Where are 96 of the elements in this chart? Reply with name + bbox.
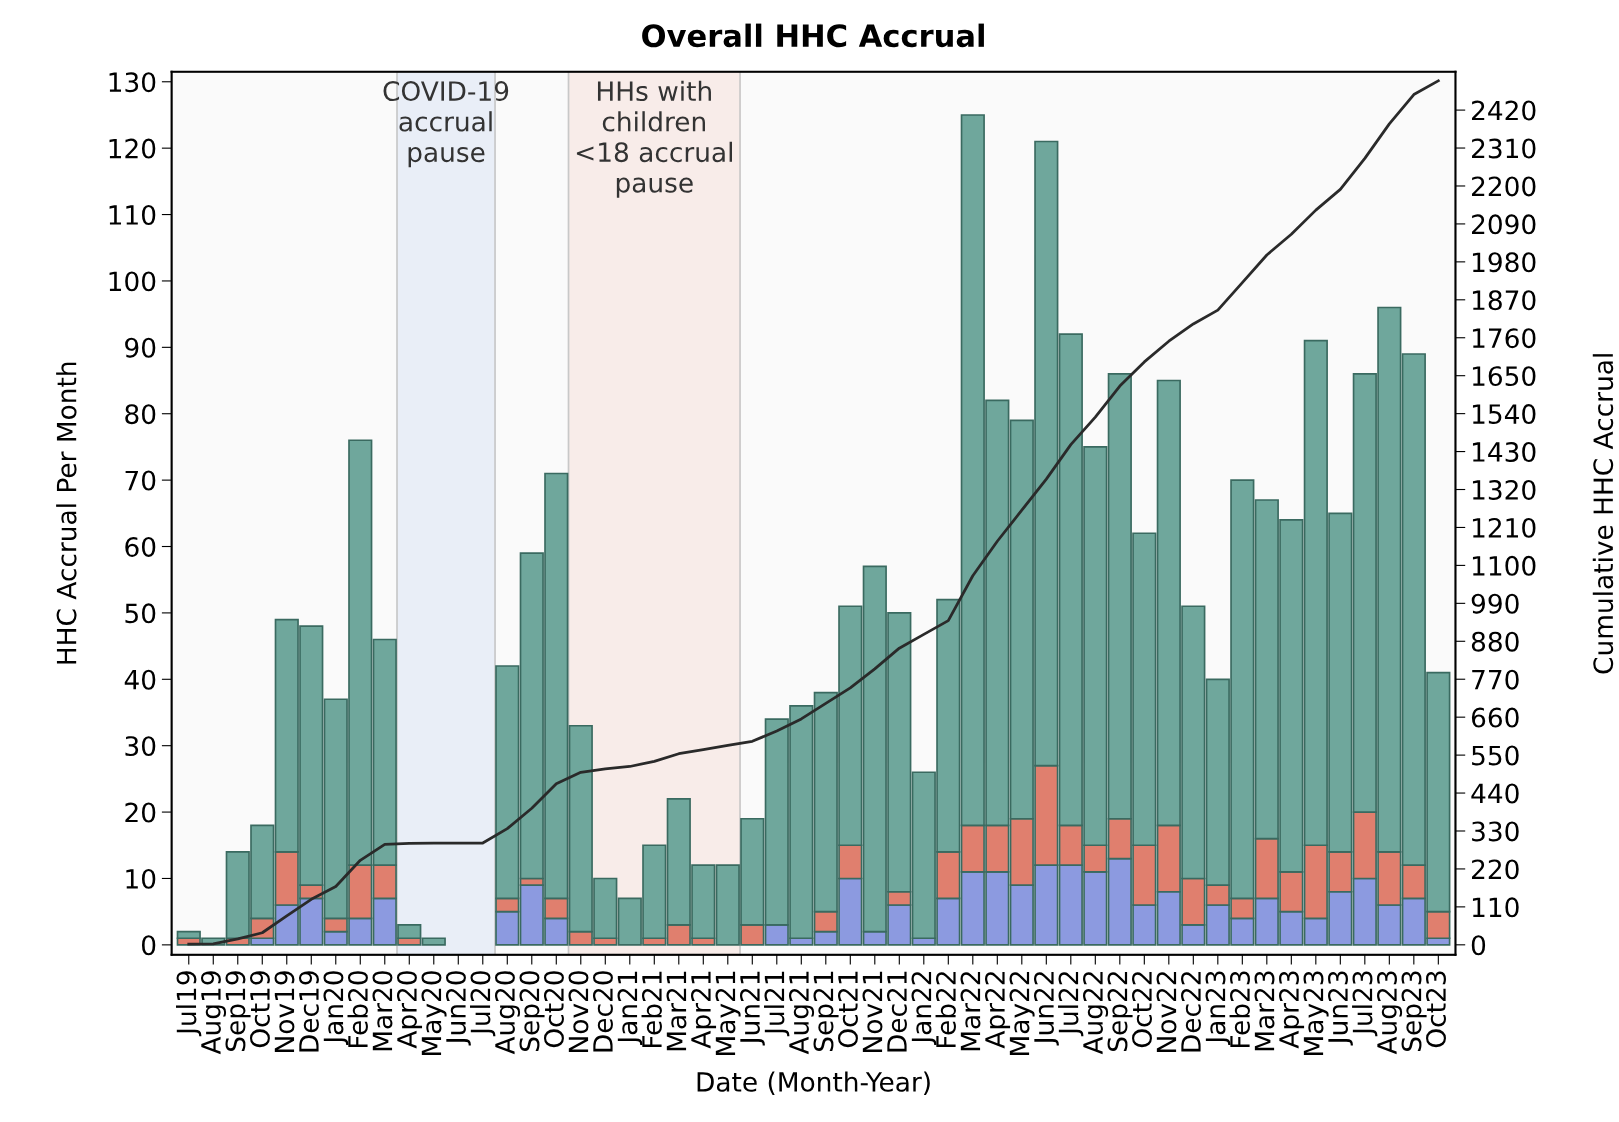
x-tick-label: Jun21	[739, 971, 765, 1046]
y2-tick-label: 1100	[1472, 555, 1536, 576]
x-tick-label: May22	[1009, 972, 1035, 1055]
x-tick-label: Sep20	[519, 971, 545, 1051]
x-axis-title: Date (Month-Year)	[697, 1071, 930, 1095]
y2-tick-label: 550	[1472, 745, 1519, 766]
x-tick-label: Aug20	[494, 971, 521, 1055]
x-tick-label: Jan23	[1205, 971, 1231, 1046]
x-tick-label: Sep19	[225, 971, 251, 1051]
x-tick-label: Mar22	[960, 972, 981, 1051]
y-tick-label: 0	[141, 935, 156, 956]
x-tick-label: Feb23	[1229, 971, 1250, 1048]
x-tick-label: Jun22	[1034, 972, 1059, 1046]
y-tick-label: 10	[126, 868, 156, 889]
x-tick-label: Aug23	[1377, 971, 1403, 1055]
y-tick-label: 20	[125, 802, 156, 823]
x-tick-label: May20	[421, 971, 447, 1055]
x-tick-label: Apr23	[1279, 971, 1305, 1049]
line-series	[187, 79, 1440, 946]
y2-tick-label: 0	[1471, 935, 1486, 956]
x-tick-label: Aug22	[1083, 972, 1109, 1055]
y2-axis-title: Cumulative HHC Accrual	[1592, 354, 1614, 674]
y2-tick-label: 2200	[1472, 176, 1536, 197]
x-tick-label: Jul19	[176, 971, 202, 1037]
x-tick-label: Apr22	[985, 972, 1011, 1049]
y2-tick-label: 1210	[1472, 517, 1536, 538]
band-label: HHs with children <18 accrual pause	[576, 80, 732, 198]
y-tick-label: 60	[125, 536, 156, 557]
x-tick-label: Nov21	[862, 971, 883, 1052]
x-tick-label: Jul21	[764, 971, 790, 1037]
x-tick-label: Jul23	[1352, 971, 1378, 1037]
x-tick-label: Nov20	[568, 971, 589, 1052]
y-tick-label: 50	[125, 603, 156, 624]
y2-tick-label: 660	[1471, 707, 1519, 728]
y2-tick-label: 1430	[1472, 442, 1536, 462]
x-tick-label: Feb22	[935, 972, 956, 1048]
y2-tick-label: 2420	[1472, 100, 1536, 121]
chart-title: Overall HHC Accrual	[642, 23, 984, 48]
y2-tick-label: 880	[1471, 631, 1519, 652]
y-tick-label: 80	[125, 404, 156, 425]
y2-tick-label: 1650	[1472, 366, 1536, 387]
x-tick-label: Mar21	[666, 971, 687, 1051]
x-tick-label: Dec19	[298, 971, 319, 1052]
x-tick-label: Jan21	[617, 971, 643, 1046]
x-tick-label: Oct21	[838, 971, 858, 1048]
x-tick-label: Dec20	[592, 971, 613, 1052]
x-tick-label: Dec22	[1181, 972, 1201, 1052]
y2-tick-label: 110	[1472, 897, 1519, 918]
x-tick-label: Oct23	[1426, 971, 1446, 1048]
y-tick-label: 40	[124, 669, 156, 690]
x-tick-label: Sep23	[1401, 971, 1427, 1051]
x-tick-label: Aug19	[200, 971, 227, 1055]
x-tick-label: Nov22	[1156, 972, 1177, 1052]
x-tick-label: Jun20	[445, 971, 471, 1046]
y2-tick-label: 1540	[1472, 404, 1536, 425]
x-tick-label: Feb21	[641, 971, 662, 1048]
x-tick-label: May21	[715, 971, 741, 1055]
x-tick-label: Mar20	[372, 971, 393, 1051]
x-tick-label: Jan20	[323, 971, 349, 1046]
y2-tick-label: 330	[1472, 821, 1519, 842]
x-tick-label: Oct22	[1132, 972, 1152, 1048]
x-tick-label: Jan22	[911, 972, 937, 1046]
y-tick-label: 70	[125, 470, 156, 491]
y2-tick-label: 2090	[1472, 214, 1536, 235]
y-tick-label: 130	[109, 72, 156, 93]
x-tick-label: May23	[1303, 971, 1329, 1055]
x-tick-label: Jun23	[1328, 971, 1353, 1046]
x-tick-label: Jul22	[1058, 972, 1084, 1037]
x-tick-label: Apr20	[396, 971, 423, 1049]
x-tick-label: Dec21	[887, 971, 907, 1052]
y2-tick-label: 220	[1472, 859, 1519, 880]
y-tick-label: 110	[109, 204, 156, 225]
x-tick-label: Sep22	[1107, 972, 1133, 1051]
x-tick-label: Aug21	[788, 971, 815, 1055]
y-axis-title: HHC Accrual Per Month	[56, 362, 77, 664]
y2-tick-label: 440	[1471, 783, 1519, 804]
y2-tick-label: 990	[1471, 593, 1519, 614]
y2-tick-label: 1870	[1472, 290, 1536, 311]
y2-tick-label: 1980	[1472, 252, 1536, 273]
x-tick-label: Sep21	[813, 971, 839, 1051]
band-label: COVID-19 accrual pause	[383, 81, 509, 168]
x-tick-label: Mar23	[1254, 971, 1275, 1051]
y2-tick-label: 1320	[1472, 479, 1536, 500]
x-tick-label: Feb20	[347, 971, 368, 1048]
x-tick-label: Nov19	[274, 971, 295, 1052]
x-tick-label: Jul20	[470, 971, 496, 1037]
y-tick-label: 90	[125, 337, 156, 358]
x-tick-label: Oct19	[249, 971, 270, 1048]
y-tick-label: 100	[109, 271, 156, 292]
y-tick-label: 120	[109, 138, 156, 159]
x-tick-label: Apr21	[690, 971, 717, 1049]
y2-tick-label: 2310	[1472, 138, 1536, 159]
y-tick-label: 30	[125, 736, 156, 757]
x-tick-label: Oct20	[543, 971, 564, 1048]
y2-tick-label: 770	[1472, 669, 1519, 690]
y2-tick-label: 1760	[1472, 328, 1536, 349]
